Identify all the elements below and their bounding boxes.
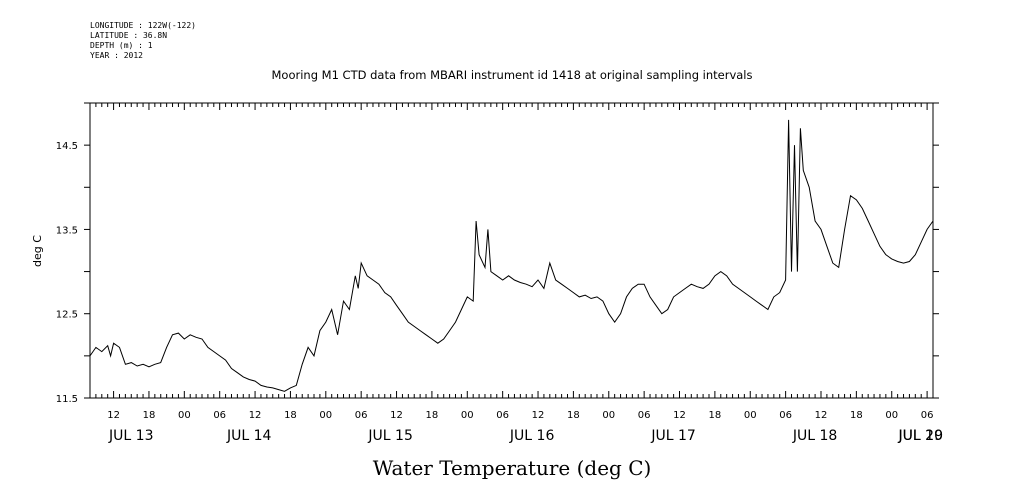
date-label: JUL 19 [898,428,943,444]
x-tick-label: 12 [815,410,828,421]
x-tick-label: 12 [673,410,686,421]
date-label: JUL 18 [792,428,837,444]
y-tick-label: 13.5 [56,225,78,236]
x-tick-label: 06 [779,410,792,421]
year-label: YEAR : 2012 [90,51,143,60]
x-tick-labels: 12 18 00 06 12 18 00 06 12 18 00 06 12 18 00 06 12 18 00 06… [107,410,933,421]
date-label: JUL 20 [898,428,943,444]
x-tick-label: 12 [532,410,545,421]
x-tick-label: 18 [143,410,156,421]
x-tick-label: 00 [744,410,757,421]
x-tick-label: 12 [390,410,403,421]
date-label: JUL 16 [509,428,555,444]
date-label: JUL 13 [108,428,153,444]
x-tick-label: 06 [921,410,934,421]
x-tick-label: 18 [850,410,863,421]
x-tick-label: 00 [319,410,332,421]
y-tick-label: 14.5 [56,141,78,152]
x-tick-label: 06 [355,410,368,421]
depth-label: DEPTH (m) : 1 [90,41,153,50]
date-labels: JUL 13 JUL 14 JUL 15 JUL 16 JUL 17 JUL 18 JUL … [108,428,943,444]
x-tick-label: 12 [249,410,262,421]
x-tick-label: 06 [496,410,509,421]
x-tick-label: 06 [638,410,651,421]
x-tick-label: 12 [107,410,120,421]
metadata-block: LONGITUDE : 122W(-122) LATITUDE : 36.8N … [90,21,196,61]
x-tick-label: 18 [426,410,439,421]
x-tick-label: 00 [602,410,615,421]
x-tick-label: 18 [284,410,297,421]
x-tick-label: 00 [178,410,191,421]
x-tick-label: 06 [213,410,226,421]
water-temperature-line [89,119,934,392]
y-tick-label: 11.5 [56,394,78,405]
plot-frame [89,102,934,399]
date-label: JUL 15 [367,428,412,444]
date-label: JUL 17 [650,428,695,444]
longitude-label: LONGITUDE : 122W(-122) [90,21,196,30]
date-label: JUL 14 [226,428,272,444]
x-tick-label: 18 [709,410,722,421]
axis-ticks [84,102,939,399]
y-axis-label: deg C [31,235,44,267]
x-axis-title: Water Temperature (deg C) [373,456,652,480]
chart-title: Mooring M1 CTD data from MBARI instrumen… [272,68,753,82]
x-tick-label: 00 [461,410,474,421]
x-tick-label: 18 [567,410,580,421]
y-tick-label: 12.5 [56,310,78,321]
y-tick-labels: 11.5 12.5 13.5 14.5 [56,141,78,405]
x-tick-label: 00 [885,410,898,421]
latitude-label: LATITUDE : 36.8N [90,31,168,40]
